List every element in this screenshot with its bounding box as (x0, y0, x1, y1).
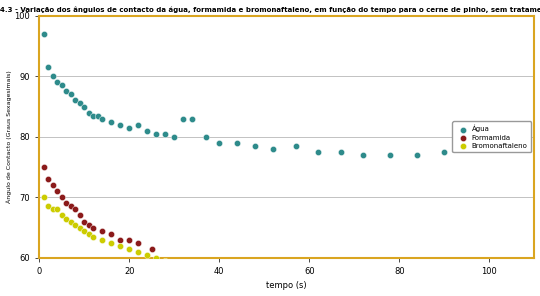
Formamida (75, 213, 84, 218)
Bromonaftaleno (39, 195, 48, 200)
Água (233, 141, 241, 145)
Formamida (71, 207, 79, 212)
Água (84, 110, 93, 115)
Água (75, 101, 84, 106)
Bromonaftaleno (134, 250, 143, 254)
Formamida (44, 177, 52, 181)
Bromonaftaleno (71, 222, 79, 227)
Água (143, 128, 152, 133)
Bromonaftaleno (48, 207, 57, 212)
Água (251, 144, 260, 148)
Água (201, 134, 210, 139)
Bromonaftaleno (125, 246, 133, 251)
Bromonaftaleno (75, 225, 84, 230)
Água (98, 116, 106, 121)
Bromonaftaleno (161, 258, 170, 263)
Formamida (39, 165, 48, 169)
Água (80, 104, 89, 109)
Água (485, 137, 494, 142)
Água (463, 134, 471, 139)
Água (66, 92, 75, 97)
Bromonaftaleno (152, 255, 160, 260)
Água (269, 147, 278, 151)
Formamida (48, 183, 57, 188)
Água (39, 31, 48, 36)
Água (179, 116, 187, 121)
Bromonaftaleno (53, 207, 62, 212)
Água (116, 122, 125, 127)
Água (134, 122, 143, 127)
Legend: Água, Formamida, Bromonaftaleno: Água, Formamida, Bromonaftaleno (452, 121, 531, 152)
Bromonaftaleno (62, 216, 70, 221)
Bromonaftaleno (57, 213, 66, 218)
Água (57, 83, 66, 88)
Água (71, 98, 79, 103)
Água (508, 141, 516, 145)
Água (161, 131, 170, 136)
Água (292, 144, 300, 148)
Formamida (116, 237, 125, 242)
Bromonaftaleno (107, 240, 116, 245)
Formamida (134, 240, 143, 245)
Bromonaftaleno (89, 234, 97, 239)
Formamida (57, 195, 66, 200)
Água (53, 80, 62, 85)
Água (386, 152, 395, 157)
Bromonaftaleno (98, 237, 106, 242)
Bromonaftaleno (44, 204, 52, 209)
Bromonaftaleno (84, 231, 93, 236)
Água (152, 131, 160, 136)
Água (440, 149, 449, 154)
Bromonaftaleno (66, 219, 75, 224)
Bromonaftaleno (116, 243, 125, 248)
Formamida (89, 225, 97, 230)
Água (359, 152, 368, 157)
Y-axis label: Ângulo de Contacto (Graus Sexagesimais): Ângulo de Contacto (Graus Sexagesimais) (5, 70, 11, 203)
Água (188, 116, 197, 121)
Title: Fig 4.3 - Variação dos ângulos de contacto da água, formamida e bromonaftaleno, : Fig 4.3 - Variação dos ângulos de contac… (0, 6, 540, 12)
Água (89, 113, 97, 118)
Água (215, 141, 224, 145)
Água (62, 89, 70, 94)
Água (107, 119, 116, 124)
Bromonaftaleno (80, 228, 89, 233)
Formamida (125, 237, 133, 242)
Água (48, 74, 57, 79)
Formamida (53, 189, 62, 194)
Água (93, 113, 102, 118)
Formamida (84, 222, 93, 227)
Água (44, 65, 52, 70)
Bromonaftaleno (170, 265, 179, 269)
Formamida (62, 201, 70, 206)
Bromonaftaleno (143, 252, 152, 257)
Formamida (66, 204, 75, 209)
Água (413, 152, 422, 157)
Formamida (98, 228, 106, 233)
Água (314, 149, 322, 154)
Água (170, 134, 179, 139)
Água (125, 125, 133, 130)
Formamida (107, 231, 116, 236)
Formamida (80, 219, 89, 224)
X-axis label: tempo (s): tempo (s) (266, 281, 307, 290)
Água (336, 149, 345, 154)
Formamida (147, 246, 156, 251)
